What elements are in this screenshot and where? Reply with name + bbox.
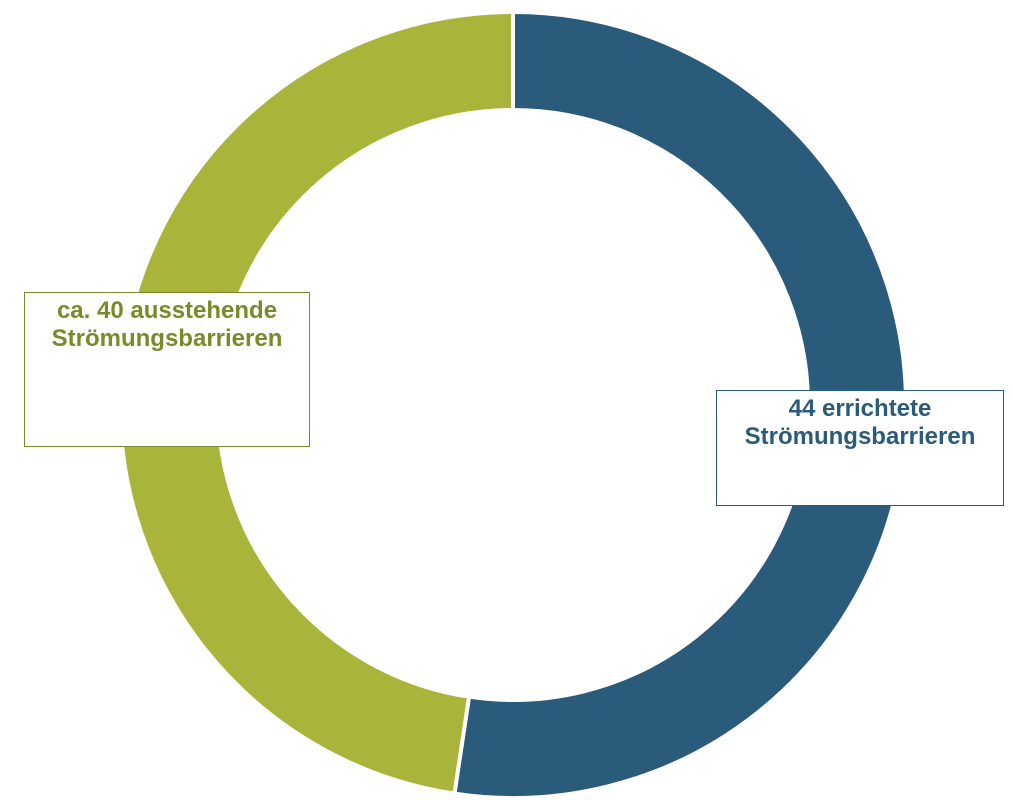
donut-slice	[118, 9, 515, 796]
value-label: ca. 40	[56, 297, 124, 324]
category-label: ausstehende Strömungsbarrieren	[51, 297, 283, 352]
value-label: 44	[788, 395, 816, 422]
data-label: ca. 40 ausstehende Strömungsbarrieren	[24, 292, 310, 447]
donut-slice	[452, 9, 908, 800]
category-label: errichtete Strömungsbarrieren	[744, 395, 976, 450]
data-label: 44 errichtete Strömungsbarrieren	[716, 390, 1004, 506]
